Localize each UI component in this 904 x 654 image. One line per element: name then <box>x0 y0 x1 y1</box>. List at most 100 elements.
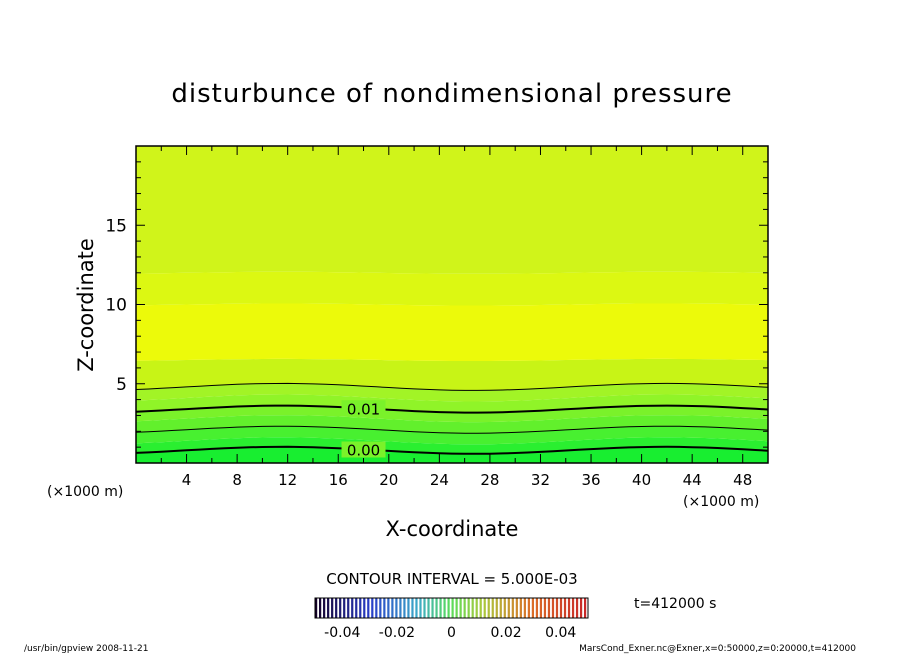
colorbar-segment <box>451 598 454 618</box>
fill-band <box>136 303 768 361</box>
colorbar-segment <box>415 598 418 618</box>
filled-contours <box>136 146 768 463</box>
colorbar-segment <box>423 598 426 618</box>
colorbar-segment <box>399 598 402 618</box>
colorbar-segment <box>543 598 547 618</box>
colorbar-segment <box>367 598 370 618</box>
footer-left: /usr/bin/gpview 2008-11-21 <box>24 644 148 654</box>
colorbar-segment <box>575 598 579 618</box>
x-axis-ticks: 4 8 12 16 20 24 28 32 36 40 44 48 <box>160 146 769 489</box>
colorbar-segment <box>523 598 526 618</box>
fill-band <box>136 405 768 423</box>
colorbar-segment <box>471 598 474 618</box>
colorbar-segment <box>507 598 510 618</box>
colorbar-segment <box>459 598 462 618</box>
colorbar-segment <box>495 598 498 618</box>
colorbar-segment <box>419 598 422 618</box>
x-tick-label: 28 <box>480 471 499 489</box>
x-axis-label: X-coordinate <box>386 517 519 541</box>
colorbar-segment <box>487 598 490 618</box>
colorbar-segment <box>323 598 326 618</box>
colorbar-segment <box>567 598 571 618</box>
colorbar-segment <box>511 598 514 618</box>
colorbar-segment <box>519 598 522 618</box>
x-tick-label: 40 <box>632 471 651 489</box>
colorbar-segment <box>347 598 350 618</box>
contour-line <box>135 425 769 434</box>
colorbar-segment <box>579 598 583 618</box>
x-tick-label: 12 <box>278 471 297 489</box>
fill-band <box>136 437 768 454</box>
colorbar-segment <box>439 598 442 618</box>
colorbar-segment <box>339 598 342 618</box>
colorbar-tick-label: 0.02 <box>491 625 522 641</box>
colorbar-segment <box>431 598 434 618</box>
colorbar-segment <box>535 598 539 618</box>
x-tick-label: 32 <box>531 471 550 489</box>
fill-band <box>136 394 768 413</box>
y-axis-ticks: 5 10 15 <box>105 161 768 448</box>
x-tick-label: 48 <box>733 471 752 489</box>
colorbar-segment <box>383 598 386 618</box>
colorbar-segment <box>463 598 466 618</box>
colorbar-segment <box>375 598 378 618</box>
fill-band <box>136 426 768 445</box>
colorbar-segment <box>391 598 394 618</box>
colorbar-segment <box>407 598 410 618</box>
colorbar-segment <box>315 598 318 618</box>
colorbar-frame <box>314 597 589 619</box>
time-label: t=412000 s <box>634 596 716 612</box>
contour-label-bg <box>341 400 386 417</box>
contour-interval-text: CONTOUR INTERVAL = 5.000E-03 <box>326 570 577 588</box>
contour-label-bg <box>341 441 386 458</box>
colorbar-tick-label: 0 <box>447 625 456 641</box>
colorbar-segment <box>343 598 346 618</box>
colorbar-segment <box>527 598 530 618</box>
colorbar-segment <box>559 598 563 618</box>
y-axis-label: Z-coordinate <box>74 238 98 372</box>
colorbar-segment <box>547 598 551 618</box>
colorbar-segment <box>335 598 338 618</box>
x-tick-label: 20 <box>379 471 398 489</box>
colorbar-segment <box>411 598 414 618</box>
colorbar-segment <box>387 598 390 618</box>
colorbar-segment <box>455 598 458 618</box>
colorbar-segment <box>551 598 555 618</box>
colorbar-segment <box>371 598 374 618</box>
x-unit-label-left: (×1000 m) <box>47 484 123 500</box>
x-tick-label: 16 <box>329 471 348 489</box>
footer-right: MarsCond_Exner.nc@Exner,x=0:50000,z=0:20… <box>579 644 856 654</box>
fill-band <box>136 383 768 402</box>
colorbar-segment <box>571 598 575 618</box>
colorbar-segment <box>563 598 567 618</box>
colorbar-segment <box>479 598 482 618</box>
contour-labels: 0.01 0.00 <box>341 400 386 459</box>
colorbar-segment <box>555 598 559 618</box>
colorbar-tick-label: -0.04 <box>324 625 360 641</box>
fill-band <box>136 146 768 274</box>
colorbar-segment <box>491 598 494 618</box>
y-tick-label: 10 <box>105 296 127 316</box>
colorbar-segment <box>443 598 446 618</box>
x-unit-label-right: (×1000 m) <box>683 494 759 510</box>
colorbar-segment <box>395 598 398 618</box>
x-tick-label: 8 <box>232 471 242 489</box>
colorbar-segment <box>355 598 358 618</box>
colorbar-segment <box>327 598 330 618</box>
x-tick-label: 36 <box>581 471 600 489</box>
y-tick-label: 15 <box>105 216 127 236</box>
colorbar-segment <box>531 598 535 618</box>
colorbar-segment <box>351 598 354 618</box>
fill-band <box>136 358 768 391</box>
x-tick-label: 24 <box>430 471 449 489</box>
colorbar-segment <box>331 598 334 618</box>
contour-lines <box>135 382 769 455</box>
colorbar-segment <box>499 598 502 618</box>
colorbar-segment <box>363 598 366 618</box>
colorbar-segment <box>427 598 430 618</box>
colorbar-segment <box>379 598 382 618</box>
fill-band <box>136 271 768 306</box>
x-tick-label: 4 <box>182 471 192 489</box>
fill-band <box>136 446 768 463</box>
